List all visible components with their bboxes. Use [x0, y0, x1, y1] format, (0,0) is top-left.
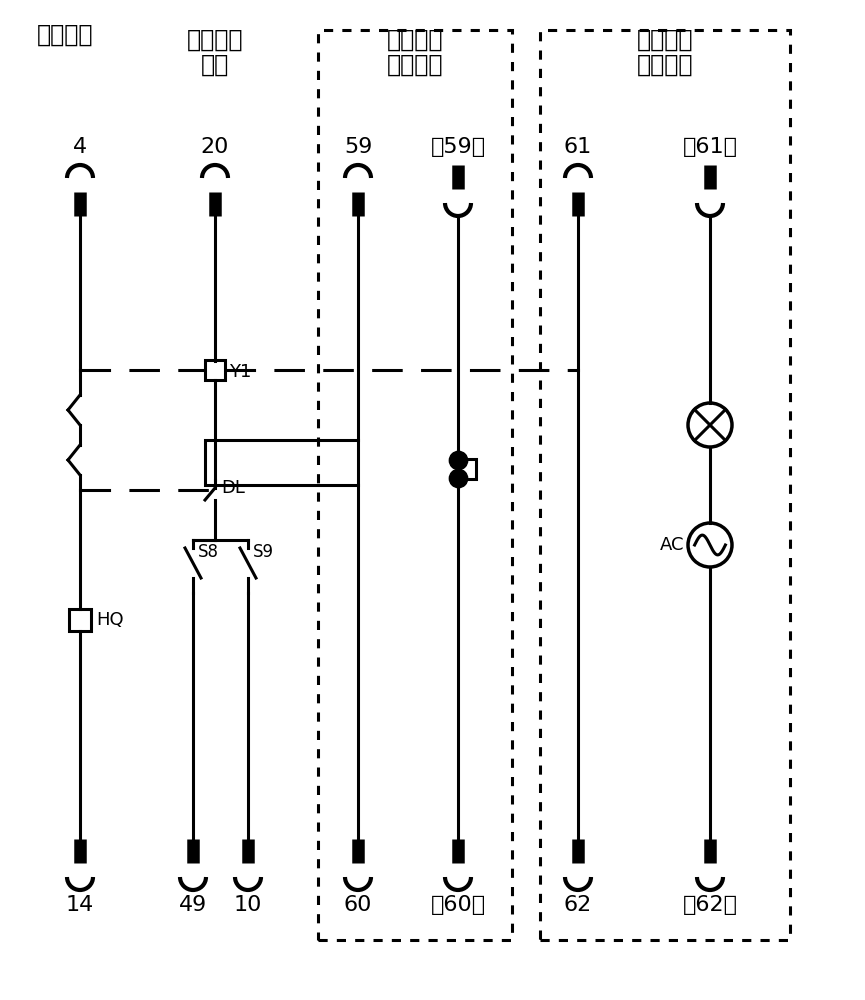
Text: 指示回路: 指示回路: [637, 53, 693, 77]
Bar: [318, 30, 512, 940]
Text: 60: 60: [343, 895, 372, 915]
Text: 59: 59: [343, 137, 372, 157]
Text: （60）: （60）: [431, 895, 485, 915]
Bar: [460, 459, 476, 479]
Text: S9: S9: [253, 543, 274, 561]
Text: 回路: 回路: [201, 53, 229, 77]
Text: 合闸闭锁: 合闸闭锁: [387, 28, 443, 52]
Text: 4: 4: [73, 137, 87, 157]
Bar: [69, 609, 91, 631]
Bar: [205, 360, 225, 380]
Text: Y1: Y1: [229, 363, 252, 381]
Text: 20: 20: [201, 137, 229, 157]
Text: （59）: （59）: [431, 137, 485, 157]
Text: 解锁自检: 解锁自检: [637, 28, 693, 52]
Text: 49: 49: [179, 895, 207, 915]
Text: 合闸回路: 合闸回路: [36, 23, 93, 47]
Text: AC: AC: [659, 536, 684, 554]
Text: 61: 61: [564, 137, 593, 157]
Bar: [205, 440, 358, 485]
Text: S8: S8: [198, 543, 219, 561]
Text: 62: 62: [564, 895, 593, 915]
Text: DL: DL: [221, 479, 245, 497]
Text: （61）: （61）: [682, 137, 738, 157]
Bar: [540, 30, 790, 940]
Text: （62）: （62）: [682, 895, 738, 915]
Text: 自检回路: 自检回路: [387, 53, 443, 77]
Text: HQ: HQ: [96, 611, 124, 629]
Text: 14: 14: [66, 895, 94, 915]
Text: 合闸闭锁: 合闸闭锁: [187, 28, 243, 52]
Text: 10: 10: [234, 895, 262, 915]
